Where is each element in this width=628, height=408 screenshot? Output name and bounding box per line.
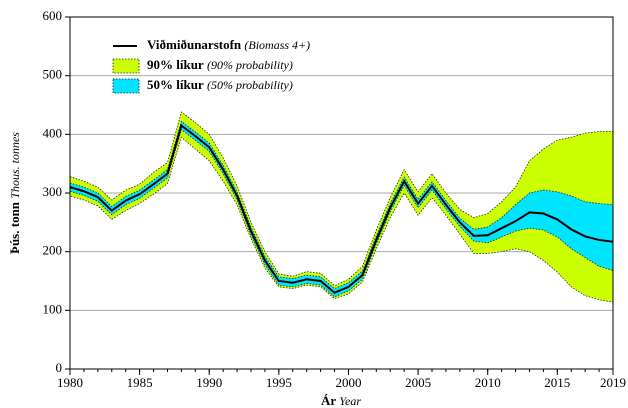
x-tick-label: 2005 (405, 375, 431, 390)
x-tick-label: 2010 (475, 375, 501, 390)
y-tick-label: 200 (43, 243, 63, 258)
legend-note: (50% probability) (207, 78, 293, 92)
legend-entry: 90% líkur (90% probability) (147, 57, 293, 72)
x-label-main: Ár (321, 393, 336, 408)
x-axis-label: Ár Year (321, 393, 361, 408)
x-tick-label: 1990 (196, 375, 222, 390)
x-tick-label: 1980 (57, 375, 83, 390)
y-tick-label: 600 (43, 8, 63, 23)
x-label-translation: Year (339, 394, 361, 408)
plot-frame (69, 16, 614, 370)
y-axis-label: Þús. tonn Thous. tonnes (7, 132, 22, 254)
legend-note: (90% probability) (207, 58, 293, 72)
legend-swatch (112, 78, 140, 94)
legend-note: (Biomass 4+) (244, 38, 310, 52)
series-line (69, 123, 614, 294)
legend-swatch (112, 58, 140, 74)
band (69, 120, 614, 298)
legend-name: 90% líkur (147, 57, 204, 72)
y-tick-label: 0 (56, 360, 63, 375)
x-tick-label: 2015 (544, 375, 570, 390)
legend-name: 50% líkur (147, 77, 204, 92)
legend-entry: Viðmiðunarstofn (Biomass 4+) (147, 37, 310, 52)
legend-name: Viðmiðunarstofn (147, 37, 242, 52)
y-tick-label: 300 (43, 184, 63, 199)
x-tick-label: 1995 (266, 375, 292, 390)
x-tick-label: 2019 (600, 375, 626, 390)
x-tick-label: 1985 (127, 375, 153, 390)
y-tick-label: 400 (43, 125, 63, 140)
y-tick-label: 100 (43, 301, 63, 316)
y-label-translation: Thous. tonnes (8, 132, 22, 199)
legend-entry: 50% líkur (50% probability) (147, 77, 293, 92)
y-label-main: Þús. tonn (7, 201, 22, 254)
x-tick-label: 2000 (335, 375, 361, 390)
y-tick-label: 500 (43, 67, 63, 82)
